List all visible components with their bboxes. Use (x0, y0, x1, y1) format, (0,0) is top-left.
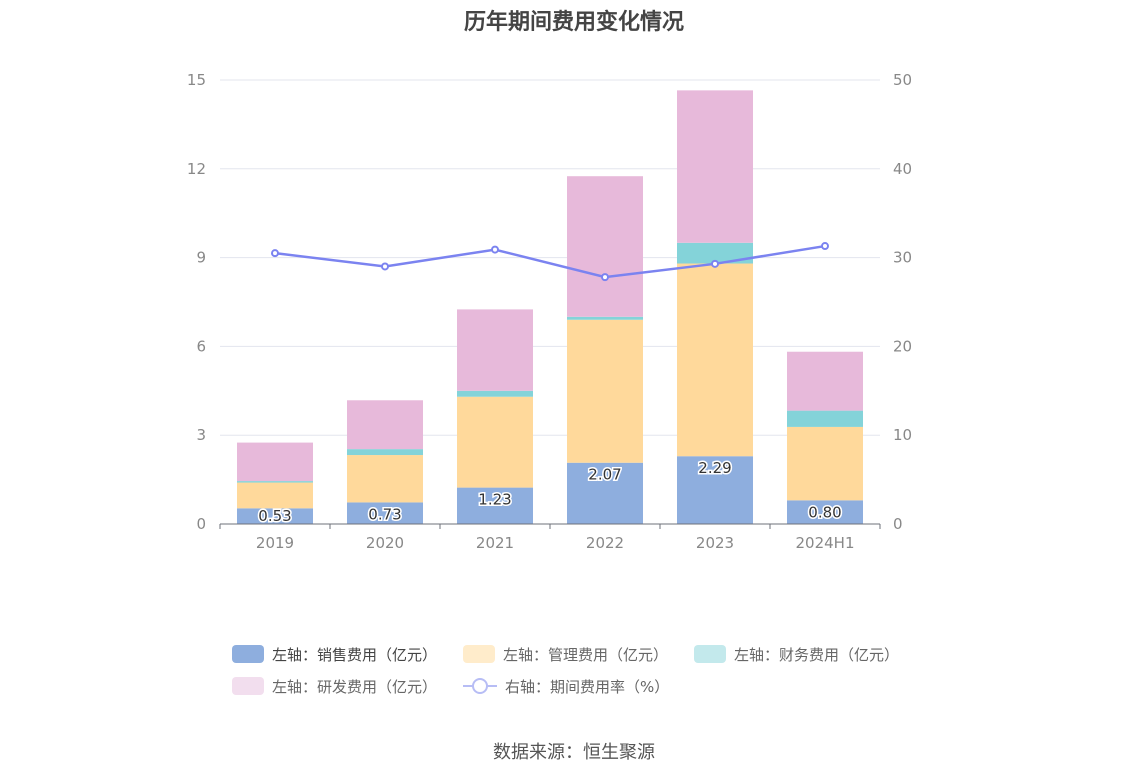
line-point (821, 242, 829, 251)
bar-segment-4 (787, 351, 863, 411)
left-axis-tick-label: 12 (187, 160, 206, 178)
x-axis-tick-label: 2021 (476, 534, 514, 552)
data-source: 数据来源：恒生聚源 (493, 742, 655, 763)
right-axis-tick-label: 20 (893, 337, 912, 355)
bar-segment-3 (347, 449, 423, 456)
bar-segment-1 (567, 462, 643, 524)
legend-label-admin: 左轴：管理费用（亿元） (503, 645, 669, 664)
bar-segment-4 (457, 309, 533, 391)
bar-segment-4 (567, 176, 643, 317)
left-axis-tick-label: 15 (187, 71, 206, 89)
bar-segment-1 (677, 456, 753, 524)
bar-segment-3 (567, 316, 643, 320)
bar-segment-4 (677, 90, 753, 243)
x-axis-tick-label: 2020 (366, 534, 404, 552)
right-axis-tick-label: 50 (893, 71, 912, 89)
right-axis-tick-label: 10 (893, 426, 912, 444)
bar-segment-4 (237, 442, 313, 482)
left-axis-tick-label: 6 (196, 337, 206, 355)
legend-swatch-finance (694, 645, 727, 663)
bar-data-label: 0.80 (808, 503, 841, 521)
x-axis-tick-label: 2022 (586, 534, 624, 552)
bar-segment-2 (787, 426, 863, 501)
right-axis-tick-label: 40 (893, 160, 912, 178)
right-axis-tick-label: 0 (893, 515, 903, 533)
legend-swatch-expense-rate (463, 677, 498, 695)
line-point (271, 249, 279, 258)
bar-segment-1 (237, 508, 313, 524)
legend-swatch-admin (463, 645, 496, 663)
legend-item-rnd[interactable]: 左轴：研发费用（亿元） (232, 676, 437, 697)
x-axis-tick-label: 2019 (256, 534, 294, 552)
legend-swatch-rnd (232, 677, 264, 695)
right-axis-tick-label: 30 (893, 249, 912, 267)
bar-segment-1 (457, 487, 533, 524)
bar-segment-2 (567, 319, 643, 463)
legend-item-expense-rate[interactable]: 右轴：期间费用率（%） (463, 676, 669, 697)
legend-label-finance: 左轴：财务费用（亿元） (734, 645, 900, 664)
legend-item-finance[interactable]: 左轴：财务费用（亿元） (694, 644, 899, 665)
bar-segment-1 (787, 500, 863, 524)
bar-segment-1 (347, 502, 423, 524)
bar-data-label: 0.73 (368, 505, 401, 523)
bar-segment-2 (237, 482, 313, 509)
bar-segment-4 (347, 400, 423, 450)
chart-legend: 左轴：销售费用（亿元） 左轴：管理费用（亿元） 左轴：财务费用（亿元） 左轴：研… (232, 638, 952, 702)
bar-data-label: 2.29 (698, 459, 731, 477)
bar-data-label: 0.53 (258, 507, 291, 525)
bar-segment-3 (787, 410, 863, 427)
bar-segment-3 (237, 481, 313, 483)
left-axis-tick-label: 0 (196, 515, 206, 533)
left-axis-tick-label: 9 (196, 249, 206, 267)
legend-label-rnd: 左轴：研发费用（亿元） (272, 677, 438, 696)
bar-segment-2 (677, 263, 753, 457)
bar-segment-2 (347, 455, 423, 503)
x-axis-tick-label: 2023 (696, 534, 734, 552)
x-axis-tick-label: 2024H1 (796, 534, 855, 552)
bar-data-label: 2.07 (588, 466, 621, 484)
line-series-expense-rate (274, 244, 826, 279)
left-axis-tick-label: 3 (196, 426, 206, 444)
line-point (491, 245, 499, 254)
legend-label-expense-rate: 右轴：期间费用率（%） (505, 677, 670, 696)
chart-title: 历年期间费用变化情况 (463, 10, 684, 35)
chart-canvas: 0 3 6 9 12 15 0 10 20 30 40 50 0.53 2019 0.73 2020 1.23 2… (187, 71, 912, 552)
legend-item-sales[interactable]: 左轴：销售费用（亿元） (232, 644, 437, 665)
line-point (381, 262, 389, 271)
legend-label-sales: 左轴：销售费用（亿元） (272, 645, 438, 664)
bar-data-label: 1.23 (478, 491, 511, 509)
bar-segment-2 (457, 396, 533, 488)
bar-segment-3 (677, 242, 753, 264)
bar-segment-3 (457, 390, 533, 397)
legend-swatch-sales (232, 645, 264, 663)
line-point (601, 273, 609, 282)
legend-item-admin[interactable]: 左轴：管理费用（亿元） (463, 644, 668, 665)
line-point (711, 259, 719, 268)
